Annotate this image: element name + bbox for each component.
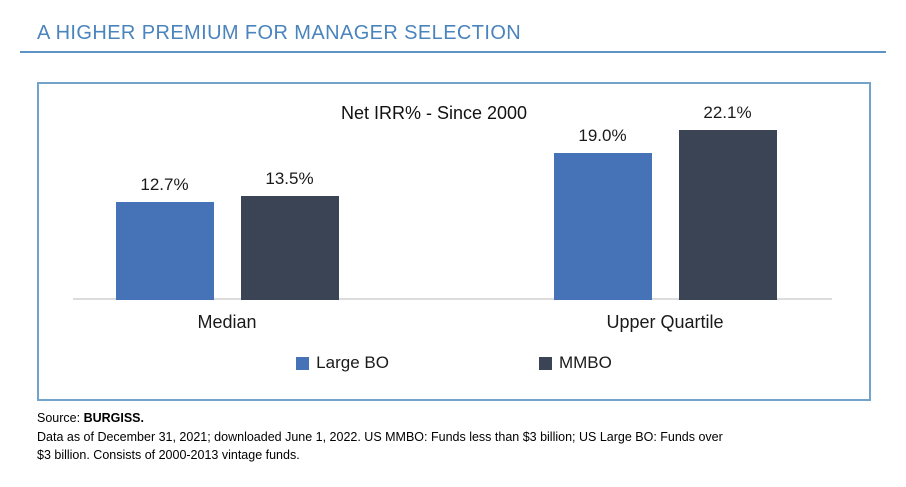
bar-mmbo-upper-quartile xyxy=(678,130,777,300)
value-label-mmbo-upper-quartile: 22.1% xyxy=(703,103,752,122)
bar-large-bo-upper-quartile xyxy=(553,153,652,300)
value-label-large-bo-median: 12.7% xyxy=(140,175,189,194)
legend-label-large-bo: Large BO xyxy=(316,353,389,372)
source-label: Source: xyxy=(37,411,84,425)
legend-item-large-bo: Large BO xyxy=(296,353,389,373)
category-label-median: Median xyxy=(197,312,257,332)
legend-item-mmbo: MMBO xyxy=(538,353,612,373)
chart-title: Net IRR% - Since 2000 xyxy=(340,103,528,123)
bar-mmbo-median xyxy=(240,196,339,300)
footnote: Source: BURGISS. Data as of December 31,… xyxy=(37,409,723,465)
legend-swatch-large-bo xyxy=(296,356,310,370)
value-label-mmbo-median: 13.5% xyxy=(265,169,314,188)
footnote-line-2: Data as of December 31, 2021; downloaded… xyxy=(37,429,723,444)
page-title: A HIGHER PREMIUM FOR MANAGER SELECTION xyxy=(37,22,522,44)
chart-panel: Net IRR% - Since 2000 12.7% 13.5% Median 19… xyxy=(37,82,871,401)
source-name: BURGISS. xyxy=(83,411,144,425)
category-label-upper-quartile: Upper Quartile xyxy=(606,312,724,332)
footnote-line-3: $3 billion. Consists of 2000-2013 vintag… xyxy=(37,448,300,462)
legend: Large BO MMBO xyxy=(39,353,869,373)
legend-label-mmbo: MMBO xyxy=(558,353,612,372)
value-label-large-bo-upper-quartile: 19.0% xyxy=(578,126,627,145)
legend-swatch-mmbo xyxy=(538,356,552,370)
title-underline xyxy=(20,51,886,53)
bar-large-bo-median xyxy=(115,202,214,300)
source-line: Source: BURGISS. xyxy=(37,409,723,428)
plot-area: 12.7% 13.5% Median 19.0% 22.1% Upper Quartile xyxy=(39,84,869,399)
x-axis-line xyxy=(73,298,832,300)
